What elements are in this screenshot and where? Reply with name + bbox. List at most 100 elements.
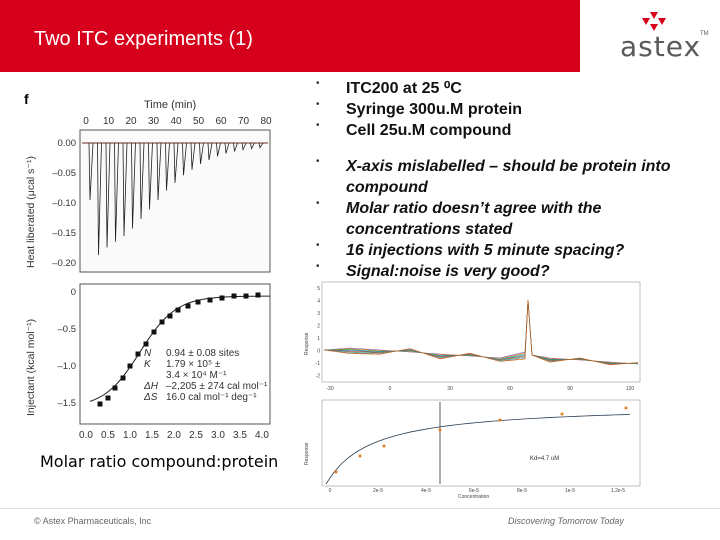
injection-peak	[148, 142, 153, 210]
injection-peak	[122, 142, 128, 237]
inset-bottom-xtick-label: 8e-5	[517, 488, 527, 494]
bottom-xtick-label: 2.5	[189, 430, 203, 441]
bottom-xtick-label: 0.5	[101, 430, 115, 441]
bottom-xtick-labels: 0.0 0.5 1.0 1.5 2.0 2.5 3.0 3.5 4.0	[79, 430, 269, 441]
sensorgram-frame	[321, 281, 641, 383]
affinity-point	[624, 406, 628, 410]
spr-inset-figure: 5 4 3 2 1 0 -1 -2 Response -30 0 30 60 90 120 Respon…	[304, 281, 641, 500]
affinity-point	[560, 412, 564, 416]
inset-top-ytick-label: -1	[316, 361, 321, 367]
inset-bottom-xtick-labels: 0 2e-5 4e-5 6e-5 8e-5 1e-5 1.2e-5	[329, 488, 626, 494]
inset-bottom-ylabel: Response	[304, 442, 310, 465]
isotherm-point	[243, 293, 249, 299]
bottom-xtick-label: 4.0	[255, 430, 269, 441]
inset-bottom-xlabel: Concentration	[458, 494, 489, 500]
top-ytick-labels: 0.00 –0.05 –0.10 –0.15 –0.20	[52, 138, 76, 269]
affinity-fit-frame	[321, 399, 641, 487]
isotherm-point	[143, 341, 149, 347]
isotherm-points	[89, 292, 270, 407]
sensorgram-trace	[323, 299, 639, 366]
slide-header: Two ITC experiments (1) astex TM	[0, 0, 720, 72]
sensorgram-traces	[323, 299, 639, 366]
top-ytick-label: –0.20	[52, 258, 76, 269]
logo-trademark: TM	[700, 31, 709, 37]
top-ylabel: Heat liberated (μcal s⁻¹)	[25, 156, 37, 268]
injection-peak	[241, 142, 247, 152]
affinity-point	[334, 470, 338, 474]
isotherm-point	[120, 375, 126, 381]
isotherm-point	[167, 313, 173, 319]
bottom-xtick-label: 1.0	[123, 430, 137, 441]
inset-top-ytick-label: 2	[317, 324, 320, 330]
top-xtick-label: 80	[260, 116, 272, 127]
injection-peak	[97, 142, 102, 256]
fit-param-value: 3.4 × 10⁴ M⁻¹	[166, 370, 227, 381]
isotherm-point	[151, 329, 157, 335]
top-xtick-label: 30	[148, 116, 160, 127]
inset-top-xtick-label: 0	[389, 386, 392, 392]
fit-param-value: 0.94 ± 0.08 sites	[166, 348, 239, 359]
kd-label: Kd=4.7 uM	[530, 456, 559, 462]
injection-peak	[182, 142, 187, 176]
isotherm-point	[255, 292, 261, 298]
isotherm-point	[135, 351, 141, 357]
top-xtick-label: 50	[193, 116, 205, 127]
bottom-xtick-label: 0.0	[79, 430, 93, 441]
inset-top-ylabel: Response	[304, 332, 310, 355]
isotherm-point	[112, 385, 118, 391]
title-band	[0, 0, 580, 72]
top-xtick-label: 60	[215, 116, 227, 127]
top-xtick-label: 20	[125, 116, 137, 127]
fit-param-value: 1.79 × 10⁵ ±	[166, 359, 221, 370]
fit-param-symbol: ΔS	[143, 392, 158, 403]
isotherm-point	[97, 401, 103, 407]
fit-param-symbol: N	[144, 348, 152, 359]
isotherm-point	[175, 307, 181, 313]
logo-wordmark: astex	[620, 30, 702, 63]
affinity-point	[382, 444, 386, 448]
injection-peak	[190, 142, 196, 170]
affinity-point	[498, 418, 502, 422]
bottom-xtick-label: 3.0	[211, 430, 225, 441]
bottom-ytick-label: –1.5	[58, 398, 77, 409]
top-ytick-label: –0.05	[52, 168, 76, 179]
injection-peak	[250, 142, 255, 150]
inset-bottom-xtick-label: 1.2e-5	[611, 488, 625, 494]
inset-top-ytick-label: 3	[317, 311, 320, 317]
inset-bottom-xtick-label: 0	[329, 488, 332, 494]
injection-peak	[258, 142, 264, 149]
top-ytick-label: 0.00	[58, 138, 77, 149]
isotherm-point	[207, 297, 213, 303]
injection-peak	[216, 142, 221, 157]
thermogram-frame	[79, 129, 271, 273]
injection-peak	[139, 142, 145, 220]
inset-top-xtick-label: 60	[507, 386, 513, 392]
inset-top-ytick-label: 0	[317, 349, 320, 355]
top-xlabel: Time (min)	[144, 99, 196, 111]
itc-figure: f Time (min) 0 10 20 30 40 50 60 70 80 0.00–0.05…	[24, 91, 272, 441]
bottom-xtick-label: 2.0	[167, 430, 181, 441]
top-ytick-label: –0.10	[52, 198, 76, 209]
bottom-ytick-label: –0.5	[58, 324, 77, 335]
injection-peak	[156, 142, 162, 201]
injection-peak	[224, 142, 230, 154]
affinity-fit-curve	[325, 402, 631, 485]
injection-peak	[88, 142, 94, 201]
footer-tagline: Discovering Tomorrow Today	[508, 516, 624, 526]
isotherm-point	[105, 395, 111, 401]
inset-top-ytick-label: 5	[317, 286, 320, 292]
injection-peak	[165, 142, 170, 191]
injection-peak	[131, 142, 136, 229]
fit-param-symbol: ΔH	[143, 381, 159, 392]
astex-logo-icon	[642, 12, 666, 31]
isotherm-point	[231, 293, 237, 299]
binding-isotherm-frame	[79, 283, 271, 425]
affinity-curve	[325, 414, 631, 485]
isotherm-point	[127, 363, 133, 369]
inset-top-ytick-label: -2	[316, 374, 321, 380]
injection-peak	[114, 142, 119, 242]
bottom-xtick-label: 1.5	[145, 430, 159, 441]
fit-param-symbol: K	[144, 359, 152, 370]
isotherm-point	[159, 319, 165, 325]
injection-peak	[199, 142, 204, 164]
